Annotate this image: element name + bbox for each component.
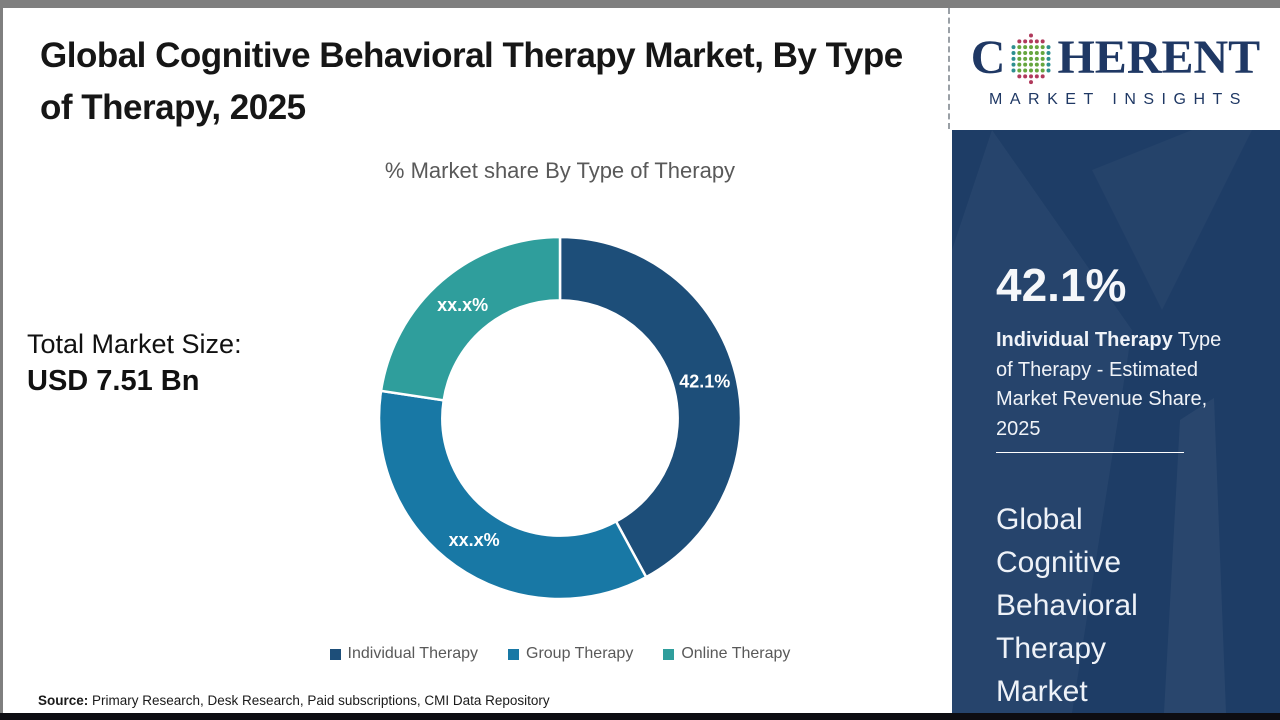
globe-dot [1041,62,1046,67]
logo-letter-c: C [970,30,1006,84]
dashed-divider [948,8,950,129]
globe-dot [1017,44,1022,49]
slice-label-group-therapy: xx.x% [449,530,500,550]
total-market-size-label: Total Market Size: [27,329,242,359]
total-market-size-block: Total Market Size: USD 7.51 Bn [27,326,242,400]
globe-dot [1029,33,1034,37]
highlight-stat-category: Individual Therapy [996,329,1173,351]
globe-dot [1046,56,1051,61]
slice-label-individual-therapy: 42.1% [679,371,730,391]
legend-item-group-therapy: Group Therapy [508,645,633,663]
source-label: Source: [38,693,89,708]
total-market-size-value: USD 7.51 Bn [27,365,200,397]
globe-dot [1017,56,1022,61]
globe-dot [1023,50,1028,55]
globe-dot [1029,50,1034,55]
globe-dot [1046,44,1051,49]
donut-slice-individual-therapy [558,235,743,579]
globe-dot [1035,50,1040,55]
legend-swatch-icon [663,648,675,660]
coherent-globe-icon [1011,33,1051,84]
globe-dot [1023,44,1028,49]
coherent-logo: C HERENT MARKET INSIGHTS [951,8,1280,130]
globe-dot [1017,50,1022,55]
legend-swatch-icon [329,648,341,660]
page-title: Global Cognitive Behavioral Therapy Mark… [40,36,903,127]
globe-dot [1023,38,1028,43]
globe-dot [1029,56,1034,61]
globe-dot [1046,68,1051,72]
chart-subtitle: % Market share By Type of Therapy [384,158,736,183]
highlight-stat-value: 42.1% [996,259,1127,311]
globe-dot [1041,68,1046,72]
globe-dot [1046,50,1051,55]
globe-dot [1029,73,1034,78]
globe-dot [1035,44,1040,49]
globe-dot [1029,38,1034,43]
globe-dot [1017,73,1022,78]
globe-dot [1023,73,1028,78]
globe-dot [1017,62,1022,67]
legend-swatch-icon [508,648,519,660]
globe-dot [1041,50,1046,55]
globe-dot [1011,68,1016,72]
globe-dot [1011,50,1016,55]
highlight-stat-description: Individual Therapy Type of Therapy - Est… [996,326,1234,444]
logo-wordmark: C HERENT [971,30,1260,86]
logo-tagline: MARKET INSIGHTS [989,90,1248,108]
globe-dot [1035,73,1040,78]
left-border-bar [0,8,3,713]
sidebar-market-name: Global Cognitive Behavioral Therapy Mark… [996,503,1138,708]
right-sidebar: 42.1% Individual Therapy Type of Therapy… [952,130,1280,713]
source-text: Primary Research, Desk Research, Paid su… [88,693,550,708]
source-line: Source: Primary Research, Desk Research,… [38,693,550,708]
globe-dot [1023,56,1028,61]
donut-slice-online-therapy [379,235,562,402]
legend-label: Individual Therapy [347,645,478,662]
globe-dot [1011,56,1016,61]
globe-dot [1011,62,1016,67]
donut-chart-svg: 42.1% xx.x% xx.x% [377,235,743,601]
logo-word-rest: HERENT [1057,30,1261,84]
globe-dot [1035,62,1040,67]
globe-dot [1035,56,1040,61]
globe-dot [1041,56,1046,61]
globe-dot [1029,79,1034,84]
globe-dot [1041,73,1046,78]
slice-label-online-therapy: xx.x% [437,295,488,315]
globe-dot [1029,62,1034,67]
globe-dot [1023,62,1028,67]
globe-dot [1035,68,1040,72]
legend-item-online-therapy: Online Therapy [663,645,790,663]
top-border-bar [0,0,1280,8]
donut-slice-group-therapy [377,389,648,601]
sidebar-divider [996,452,1184,453]
highlight-stat-rest: Type of Therapy - Estimated Market Reven… [996,329,1222,440]
legend-label: Online Therapy [681,645,791,662]
globe-dot [1017,38,1022,43]
globe-dot [1046,62,1051,67]
bottom-border-bar [0,713,1280,720]
donut-chart: 42.1% xx.x% xx.x% [350,208,770,628]
globe-dot [1029,44,1034,49]
legend-item-individual-therapy: Individual Therapy [329,645,478,663]
globe-dot [1041,44,1046,49]
chart-legend: Individual Therapy Group Therapy Online Th… [210,645,910,663]
globe-dot [1017,68,1022,72]
globe-dot [1041,38,1046,43]
globe-dot [1023,68,1028,72]
sidebar-map-texture [952,130,1226,713]
legend-label: Group Therapy [526,645,634,662]
globe-dot [1035,38,1040,43]
globe-dot [1011,44,1016,49]
globe-dot [1029,68,1034,72]
